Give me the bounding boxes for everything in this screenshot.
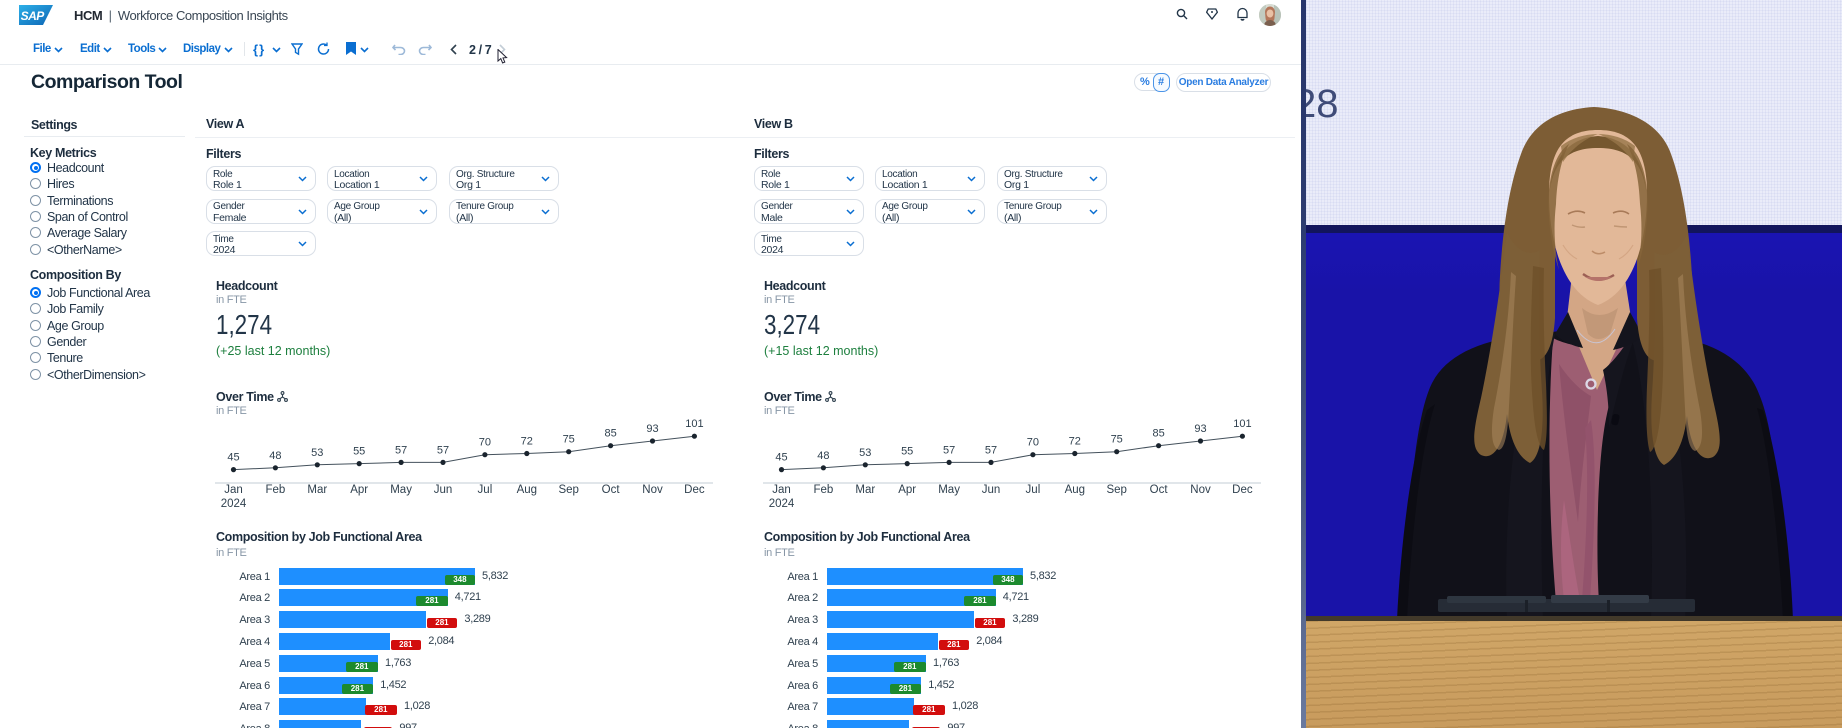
svg-text:Apr: Apr: [350, 484, 368, 496]
svg-text:Jul: Jul: [1026, 484, 1041, 496]
svg-text:May: May: [938, 484, 960, 496]
svg-text:Jun: Jun: [434, 484, 453, 496]
svg-text:93: 93: [646, 423, 658, 435]
svg-text:45: 45: [775, 452, 787, 464]
svg-text:93: 93: [1194, 423, 1206, 435]
svg-text:Jun: Jun: [982, 484, 1001, 496]
svg-text:Nov: Nov: [642, 484, 663, 496]
svg-text:85: 85: [1152, 428, 1164, 440]
svg-text:Mar: Mar: [307, 484, 327, 496]
svg-text:101: 101: [1233, 418, 1251, 430]
svg-text:Oct: Oct: [1150, 484, 1169, 496]
svg-text:75: 75: [1111, 434, 1123, 446]
svg-text:Aug: Aug: [517, 484, 537, 496]
svg-text:May: May: [390, 484, 412, 496]
svg-text:48: 48: [269, 450, 281, 462]
svg-text:101: 101: [685, 418, 703, 430]
svg-text:Feb: Feb: [813, 484, 833, 496]
svg-text:48: 48: [817, 450, 829, 462]
svg-text:70: 70: [479, 437, 491, 449]
svg-text:53: 53: [311, 447, 323, 459]
svg-text:Dec: Dec: [684, 484, 705, 496]
svg-text:72: 72: [1069, 436, 1081, 448]
svg-text:57: 57: [943, 444, 955, 456]
svg-text:Jan: Jan: [224, 484, 243, 496]
svg-text:72: 72: [521, 436, 533, 448]
svg-text:55: 55: [353, 446, 365, 458]
svg-text:Oct: Oct: [602, 484, 621, 496]
svg-text:85: 85: [604, 428, 616, 440]
svg-text:Mar: Mar: [855, 484, 875, 496]
svg-text:2024: 2024: [221, 498, 247, 510]
svg-text:Nov: Nov: [1190, 484, 1211, 496]
svg-text:Jul: Jul: [478, 484, 493, 496]
svg-text:Jan: Jan: [772, 484, 791, 496]
svg-text:45: 45: [227, 452, 239, 464]
svg-text:57: 57: [395, 444, 407, 456]
svg-text:70: 70: [1027, 437, 1039, 449]
svg-text:53: 53: [859, 447, 871, 459]
svg-text:57: 57: [437, 444, 449, 456]
svg-text:Apr: Apr: [898, 484, 916, 496]
svg-text:55: 55: [901, 446, 913, 458]
svg-text:57: 57: [985, 444, 997, 456]
svg-text:75: 75: [563, 434, 575, 446]
svg-text:Aug: Aug: [1065, 484, 1085, 496]
svg-text:2024: 2024: [769, 498, 795, 510]
svg-text:Sep: Sep: [1106, 484, 1126, 496]
svg-text:Feb: Feb: [265, 484, 285, 496]
svg-text:SAP: SAP: [21, 9, 46, 23]
svg-text:Sep: Sep: [558, 484, 578, 496]
svg-text:Dec: Dec: [1232, 484, 1253, 496]
